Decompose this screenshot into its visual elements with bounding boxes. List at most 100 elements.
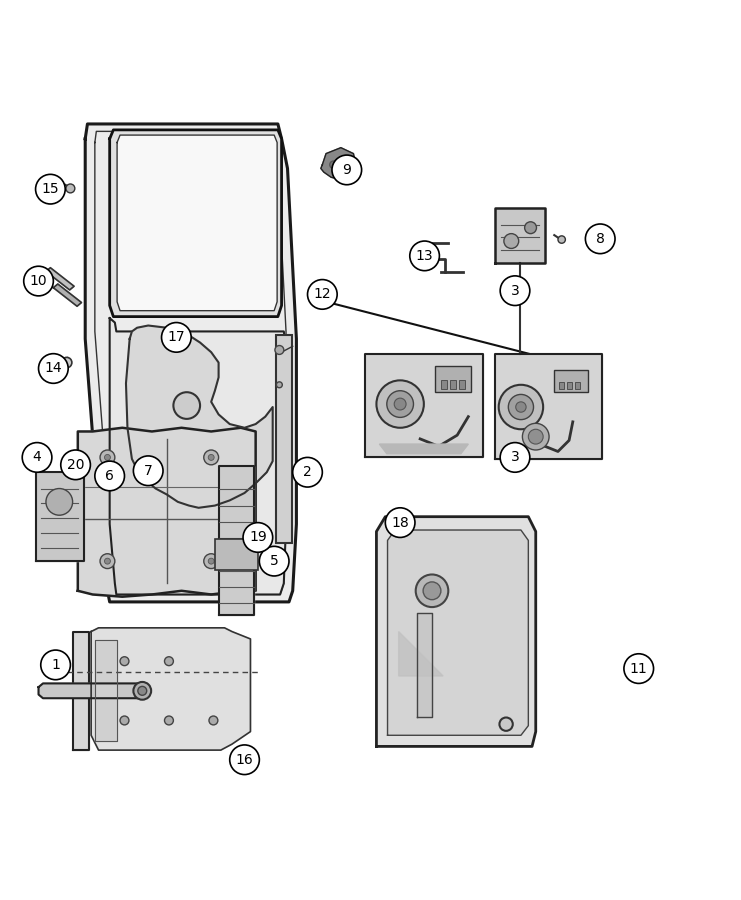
Polygon shape [91,628,250,750]
Circle shape [500,443,530,473]
Polygon shape [110,318,286,595]
Circle shape [423,582,441,599]
Polygon shape [365,354,483,457]
Polygon shape [219,466,254,615]
Circle shape [508,394,534,419]
Circle shape [209,716,218,725]
Circle shape [275,346,284,355]
Circle shape [522,423,549,450]
Circle shape [243,523,273,553]
Text: 11: 11 [630,662,648,676]
Text: 19: 19 [249,530,267,544]
Circle shape [104,558,110,564]
Circle shape [24,266,53,296]
Polygon shape [36,472,84,562]
Polygon shape [95,641,117,742]
FancyBboxPatch shape [435,366,471,392]
Polygon shape [417,613,432,716]
Polygon shape [376,517,536,746]
Circle shape [516,401,526,412]
Circle shape [259,546,289,576]
Circle shape [173,392,200,418]
Circle shape [499,385,543,429]
FancyBboxPatch shape [450,381,456,389]
Text: 12: 12 [313,287,331,302]
Polygon shape [85,124,296,602]
Circle shape [95,461,124,491]
Circle shape [104,454,110,461]
FancyBboxPatch shape [559,382,564,389]
Circle shape [624,653,654,683]
Circle shape [41,650,70,680]
Circle shape [525,221,536,234]
Polygon shape [495,354,602,459]
Text: 3: 3 [511,284,519,298]
Text: 9: 9 [342,163,351,177]
Text: 20: 20 [67,458,84,472]
Text: 2: 2 [303,465,312,479]
Polygon shape [39,683,144,698]
Circle shape [162,322,191,352]
Text: 6: 6 [105,469,114,483]
Circle shape [230,745,259,775]
Circle shape [204,450,219,464]
Polygon shape [78,428,256,597]
Circle shape [22,443,52,473]
FancyBboxPatch shape [575,382,580,389]
Polygon shape [110,130,282,317]
Circle shape [376,381,424,428]
FancyBboxPatch shape [554,370,588,392]
Text: 16: 16 [236,752,253,767]
Circle shape [332,155,362,184]
Circle shape [208,558,214,564]
Text: 13: 13 [416,249,433,263]
Polygon shape [321,148,356,179]
FancyBboxPatch shape [567,382,572,389]
Circle shape [61,450,90,480]
Circle shape [385,508,415,537]
Text: 7: 7 [144,464,153,478]
Text: 5: 5 [270,554,279,568]
Text: 3: 3 [511,450,519,464]
Circle shape [165,716,173,725]
Circle shape [410,241,439,271]
Text: 18: 18 [391,516,409,529]
Circle shape [387,391,413,418]
FancyBboxPatch shape [459,381,465,389]
Circle shape [293,457,322,487]
FancyBboxPatch shape [441,381,447,389]
Circle shape [208,454,214,461]
Circle shape [308,280,337,310]
Polygon shape [53,284,82,306]
Circle shape [120,657,129,666]
Polygon shape [126,326,273,508]
Circle shape [337,157,349,168]
Circle shape [133,682,151,699]
Polygon shape [399,632,443,676]
Text: 10: 10 [30,274,47,288]
Text: 8: 8 [596,232,605,246]
Circle shape [330,161,337,168]
Circle shape [39,354,68,383]
Text: 1: 1 [51,658,60,672]
Circle shape [46,489,73,515]
Circle shape [500,276,530,305]
Circle shape [120,716,129,725]
Circle shape [133,456,163,486]
FancyBboxPatch shape [276,335,292,543]
Text: 15: 15 [41,182,59,196]
Circle shape [138,687,147,696]
Circle shape [100,554,115,569]
Text: 4: 4 [33,450,41,464]
Circle shape [499,717,513,731]
Circle shape [585,224,615,254]
Polygon shape [78,431,256,590]
Text: 17: 17 [167,330,185,345]
Polygon shape [495,208,545,264]
Circle shape [558,236,565,243]
Circle shape [276,382,282,388]
Polygon shape [388,530,528,735]
Circle shape [66,184,75,193]
Circle shape [504,234,519,248]
Circle shape [394,398,406,410]
